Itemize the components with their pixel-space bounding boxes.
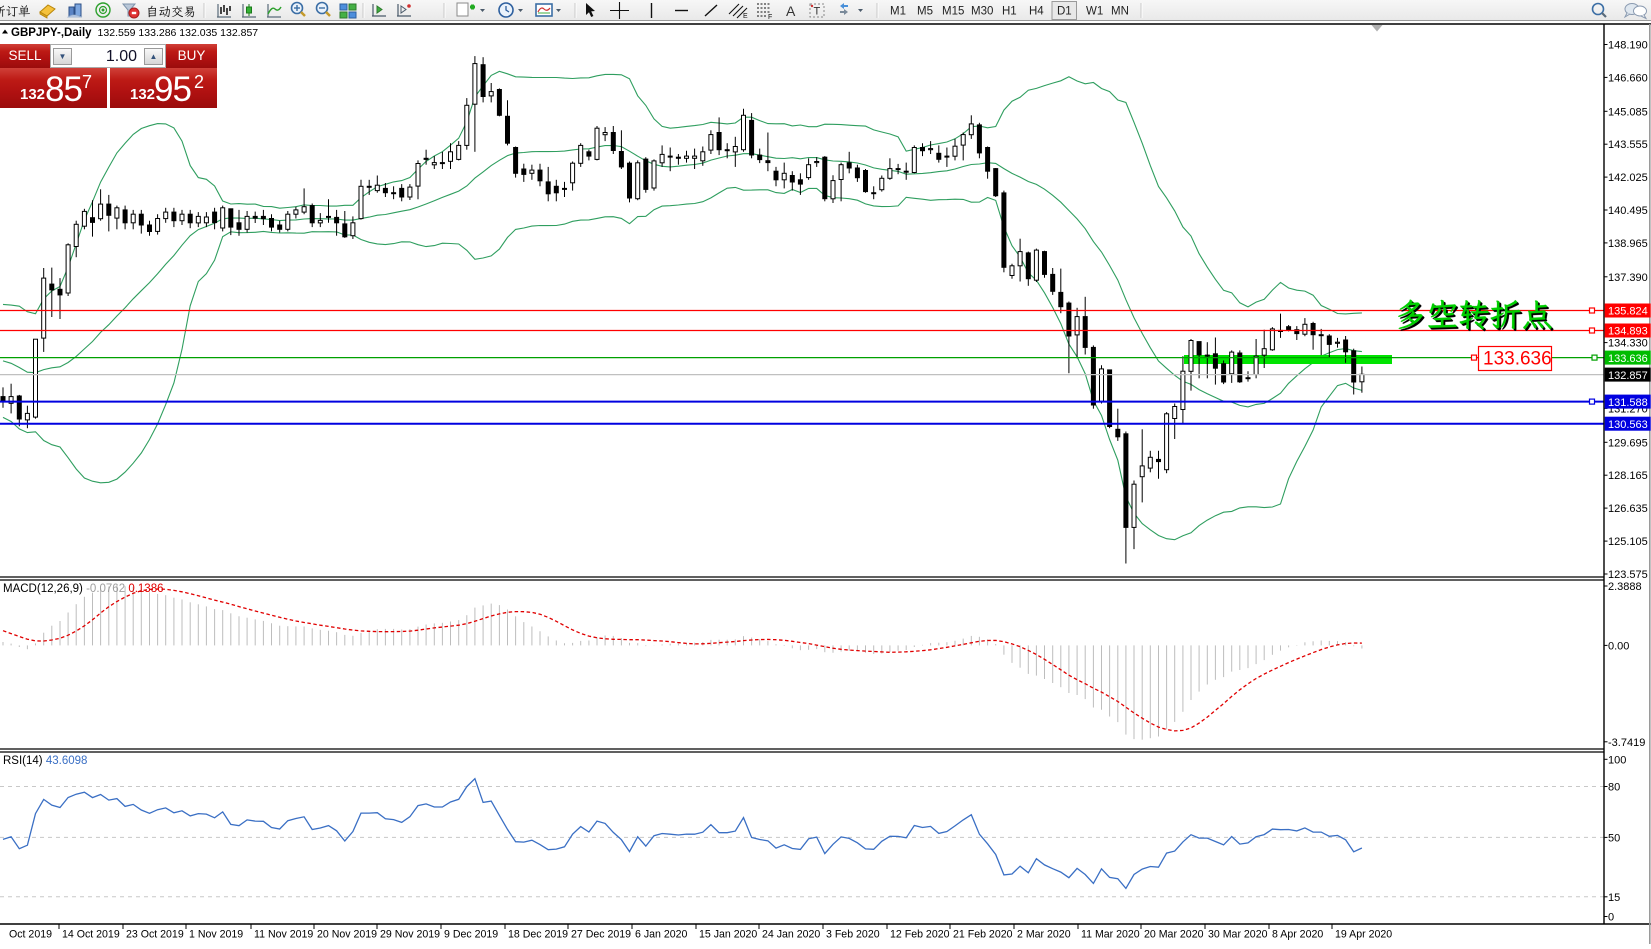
svg-text:140.495: 140.495 — [1608, 205, 1648, 217]
svg-text:146.660: 146.660 — [1608, 72, 1648, 84]
svg-text:T: T — [814, 6, 821, 18]
svg-text:-3.7419: -3.7419 — [1608, 737, 1645, 749]
svg-text:H1: H1 — [1002, 6, 1017, 18]
svg-text:W1: W1 — [1086, 6, 1103, 18]
svg-text:20 Nov 2019: 20 Nov 2019 — [317, 929, 377, 941]
svg-text:18 Dec 2019: 18 Dec 2019 — [508, 929, 568, 941]
svg-text:RSI(14) 43.6098: RSI(14) 43.6098 — [3, 755, 87, 767]
svg-text:132.857: 132.857 — [1608, 370, 1648, 382]
svg-text:2 Mar 2020: 2 Mar 2020 — [1017, 929, 1071, 941]
svg-text:131.588: 131.588 — [1608, 397, 1648, 409]
svg-text:D1: D1 — [1057, 6, 1072, 18]
svg-text:123.575: 123.575 — [1608, 569, 1648, 581]
svg-text:134.893: 134.893 — [1608, 326, 1648, 338]
svg-text:133.636: 133.636 — [1483, 349, 1552, 370]
svg-text:8 Apr 2020: 8 Apr 2020 — [1272, 929, 1323, 941]
svg-text:H4: H4 — [1029, 6, 1044, 18]
svg-text:24 Jan 2020: 24 Jan 2020 — [762, 929, 820, 941]
svg-text:M30: M30 — [971, 6, 993, 18]
svg-text:20 Mar 2020: 20 Mar 2020 — [1144, 929, 1204, 941]
svg-text:14 Oct 2019: 14 Oct 2019 — [62, 929, 120, 941]
svg-text:9 Dec 2019: 9 Dec 2019 — [444, 929, 498, 941]
svg-text:135.824: 135.824 — [1608, 306, 1648, 318]
svg-text:145.085: 145.085 — [1608, 106, 1648, 118]
svg-text:M15: M15 — [942, 6, 964, 18]
svg-text:12 Feb 2020: 12 Feb 2020 — [890, 929, 950, 941]
svg-text:15: 15 — [1608, 892, 1620, 904]
svg-text:MN: MN — [1111, 6, 1129, 18]
svg-text:138.965: 138.965 — [1608, 238, 1648, 250]
svg-text:19 Apr 2020: 19 Apr 2020 — [1335, 929, 1392, 941]
svg-text:E: E — [743, 13, 748, 20]
svg-text:23 Oct 2019: 23 Oct 2019 — [126, 929, 184, 941]
svg-text:133.636: 133.636 — [1608, 353, 1648, 365]
svg-text:125.105: 125.105 — [1608, 536, 1648, 548]
svg-text:143.555: 143.555 — [1608, 139, 1648, 151]
svg-text:0.00: 0.00 — [1608, 640, 1629, 652]
svg-text:3 Feb 2020: 3 Feb 2020 — [826, 929, 880, 941]
svg-text:142.025: 142.025 — [1608, 172, 1648, 184]
svg-text:F: F — [768, 14, 772, 21]
svg-text:15 Jan 2020: 15 Jan 2020 — [699, 929, 757, 941]
svg-text:6 Jan 2020: 6 Jan 2020 — [635, 929, 688, 941]
svg-text:M1: M1 — [890, 6, 906, 18]
svg-text:80: 80 — [1608, 782, 1620, 794]
svg-text:1 Nov 2019: 1 Nov 2019 — [189, 929, 243, 941]
svg-text:100: 100 — [1608, 754, 1626, 766]
svg-text:30 Mar 2020: 30 Mar 2020 — [1208, 929, 1268, 941]
svg-text:128.165: 128.165 — [1608, 470, 1648, 482]
svg-text:130.563: 130.563 — [1608, 419, 1648, 431]
svg-text:MACD(12,26,9) -0.0762 0.1386: MACD(12,26,9) -0.0762 0.1386 — [3, 583, 164, 595]
svg-text:148.190: 148.190 — [1608, 40, 1648, 52]
svg-text:M5: M5 — [917, 6, 933, 18]
svg-text:11 Mar 2020: 11 Mar 2020 — [1081, 929, 1140, 941]
svg-text:Oct 2019: Oct 2019 — [9, 929, 52, 941]
svg-text:50: 50 — [1608, 832, 1620, 844]
svg-text:137.390: 137.390 — [1608, 272, 1648, 284]
svg-text:0: 0 — [1608, 912, 1614, 924]
svg-text:126.635: 126.635 — [1608, 503, 1648, 515]
svg-text:134.330: 134.330 — [1608, 338, 1648, 350]
svg-text:29 Nov 2019: 29 Nov 2019 — [380, 929, 440, 941]
svg-text:A: A — [786, 3, 796, 19]
svg-text:11 Nov 2019: 11 Nov 2019 — [254, 929, 313, 941]
svg-text:2.3888: 2.3888 — [1608, 581, 1642, 593]
svg-text:21 Feb 2020: 21 Feb 2020 — [953, 929, 1013, 941]
svg-text:27 Dec 2019: 27 Dec 2019 — [571, 929, 631, 941]
svg-text:129.695: 129.695 — [1608, 437, 1648, 449]
